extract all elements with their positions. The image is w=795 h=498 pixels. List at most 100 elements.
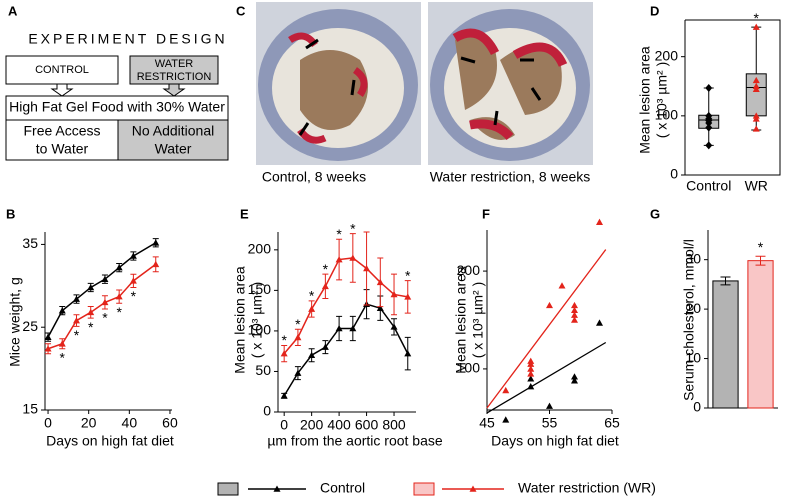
y-axis-label: Mean lesion area xyxy=(637,46,653,154)
legend: Control Water restriction (WR) xyxy=(217,480,656,496)
annotation: * xyxy=(74,327,80,343)
charts: B 15 25 35 0 20 40 60 Days on high fat diet Mice … xyxy=(6,3,781,449)
marker xyxy=(115,264,123,271)
y-tick-label: 15 xyxy=(22,401,38,417)
marker xyxy=(280,350,288,357)
y-tick-label: 30 xyxy=(685,250,701,266)
x-tick-label: 0 xyxy=(280,417,288,433)
annotation: * xyxy=(88,319,94,335)
y-tick-label: 100 xyxy=(655,107,679,123)
point xyxy=(596,319,603,326)
annotation: * xyxy=(336,226,342,242)
food-text: High Fat Gel Food with 30% Water xyxy=(9,99,225,115)
annotation: * xyxy=(309,288,315,304)
x-tick-label: 600 xyxy=(355,417,379,433)
series-line xyxy=(283,257,408,355)
micrograph xyxy=(428,2,593,165)
design-title: EXPERIMENT DESIGN xyxy=(28,31,227,47)
lesion xyxy=(452,28,568,141)
marker xyxy=(87,308,95,316)
x-tick-label: 800 xyxy=(382,417,406,433)
y-tick-label: 20 xyxy=(685,300,701,316)
y-tick-label: 0 xyxy=(670,166,678,182)
x-axis-label: µm from the aortic root base xyxy=(267,433,443,449)
y-tick-label: 200 xyxy=(248,241,272,257)
point xyxy=(571,301,578,309)
y-tick-label: 200 xyxy=(457,262,481,278)
y-tick-label: 0 xyxy=(263,403,271,419)
annotation: * xyxy=(758,239,764,255)
control-box xyxy=(5,55,119,85)
point xyxy=(502,416,510,423)
marker xyxy=(101,275,109,282)
legend-swatch xyxy=(217,482,239,496)
marker xyxy=(44,333,52,340)
fit-line xyxy=(486,341,607,414)
marker xyxy=(376,278,384,286)
marker xyxy=(390,290,398,298)
marker xyxy=(72,317,80,324)
valve xyxy=(300,50,368,130)
arrow xyxy=(162,83,186,97)
none-box xyxy=(117,119,229,161)
valve xyxy=(455,32,562,140)
y-axis-label: Mean lesion area xyxy=(232,266,248,374)
point xyxy=(527,375,535,382)
marker xyxy=(152,260,160,268)
x-axis-label: Days on high fat diet xyxy=(46,433,174,449)
y-axis-label: Serum cholesterol, mmol/l xyxy=(681,239,697,401)
annotation: * xyxy=(323,261,329,277)
panel-label: A xyxy=(8,3,18,18)
marker xyxy=(87,283,95,291)
x-tick-label: Control xyxy=(686,178,731,194)
legend-swatch xyxy=(413,482,435,496)
axis xyxy=(44,232,172,411)
x-tick-label: 40 xyxy=(122,415,138,431)
marker xyxy=(404,293,412,300)
point xyxy=(571,373,578,380)
marker xyxy=(363,264,371,272)
point xyxy=(705,111,713,120)
panel-label: B xyxy=(6,206,15,221)
marker xyxy=(335,256,343,263)
panel-label: E xyxy=(240,206,249,221)
y-axis-label: Mean lesion area xyxy=(453,266,469,374)
point xyxy=(705,84,713,93)
x-tick-label: 400 xyxy=(327,417,351,433)
none-text: Water xyxy=(155,141,192,157)
marker xyxy=(294,333,302,341)
point xyxy=(502,386,510,394)
marker xyxy=(280,392,288,399)
point xyxy=(752,82,760,90)
annotation: * xyxy=(350,220,356,236)
annotation: * xyxy=(116,304,122,320)
image-panel: C Control, 8 weeks Water restriction, 8 … xyxy=(236,2,593,185)
marker xyxy=(308,351,316,359)
fit-line xyxy=(486,249,607,409)
x-tick-label: WR xyxy=(745,178,768,194)
annotation: * xyxy=(405,267,411,283)
legend-marker xyxy=(469,485,477,492)
annotation: * xyxy=(60,349,66,365)
marker xyxy=(321,282,329,290)
bar xyxy=(712,280,739,409)
point xyxy=(571,311,578,318)
point xyxy=(705,141,713,150)
point xyxy=(546,402,553,409)
water-text: WATER xyxy=(155,58,194,70)
arrowhead xyxy=(298,38,356,136)
legend-marker xyxy=(273,485,281,492)
error-bar xyxy=(755,255,766,266)
annotation: * xyxy=(102,310,108,326)
marker xyxy=(44,345,52,352)
panel-label: G xyxy=(650,206,660,221)
series-line xyxy=(283,303,409,397)
y-tick-label: 150 xyxy=(248,281,272,297)
marker xyxy=(152,239,160,246)
y-axis-label: ( x 10³ µm² ) xyxy=(654,62,670,139)
arrowhead xyxy=(460,56,542,126)
point xyxy=(571,306,578,314)
marker xyxy=(294,369,302,376)
y-tick-label: 10 xyxy=(685,349,701,365)
point xyxy=(752,23,760,30)
